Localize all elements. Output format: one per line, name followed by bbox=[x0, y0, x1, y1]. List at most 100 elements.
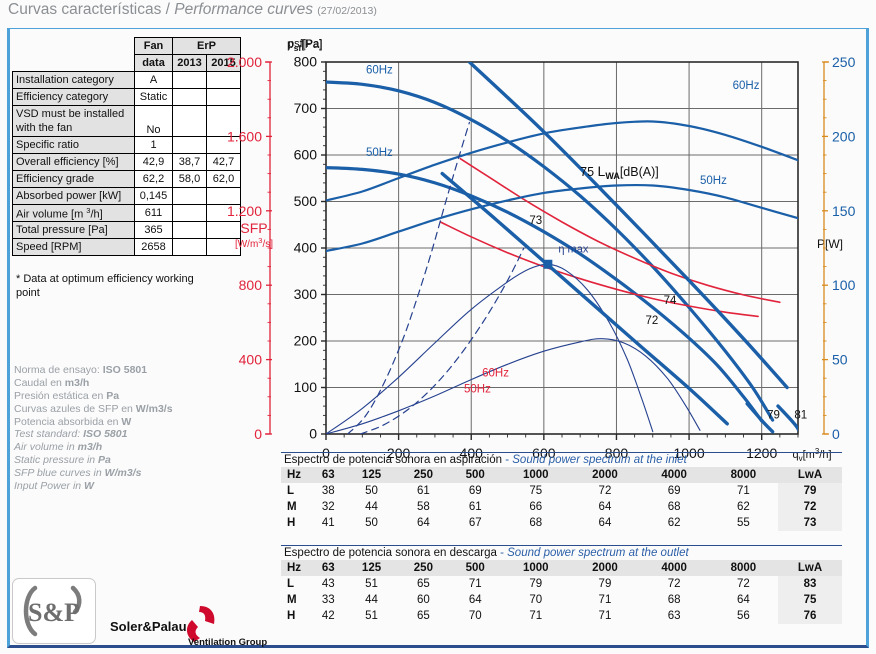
sound-cell: 55 bbox=[708, 515, 778, 531]
spec-header-fandata-line1: Fan bbox=[134, 37, 173, 55]
spec-row-erp-value bbox=[206, 187, 241, 205]
sound-cell: 43 bbox=[311, 576, 346, 592]
sound-cell: 61 bbox=[449, 499, 502, 515]
spec-row-label: Specific ratio bbox=[12, 136, 135, 154]
spec-row-erp-value bbox=[206, 71, 241, 89]
spec-row-fan-value: A bbox=[134, 71, 173, 89]
sound-outlet-body: L 43 51 65 71 79 79 72 72 83 M 33 44 60 64 70 71 68 64 75 H 4… bbox=[281, 576, 842, 624]
ventilation-swirl-icon bbox=[186, 606, 215, 642]
sound-cell: 56 bbox=[708, 608, 778, 624]
spec-header-fandata-line2: data bbox=[134, 54, 173, 72]
sound-col-header: LwA bbox=[778, 560, 842, 576]
legend-en-line5: Input Power in W bbox=[14, 480, 94, 492]
sound-cell: 69 bbox=[639, 483, 709, 499]
optimum-point-footnote: * Data at optimum efficiency working poi… bbox=[16, 273, 194, 299]
sound-cell: 58 bbox=[397, 499, 450, 515]
sound-col-header: 250 bbox=[397, 560, 450, 576]
spec-row-erp-value bbox=[206, 88, 241, 106]
spec-row-erp-value bbox=[172, 187, 207, 205]
sound-col-header: 250 bbox=[397, 467, 450, 483]
sound-lwa-cell: 72 bbox=[778, 499, 842, 515]
sound-col-header: 500 bbox=[449, 467, 502, 483]
legend-es-line3: Presión estática en Pa bbox=[14, 390, 120, 402]
sound-col-header: 1000 bbox=[501, 560, 571, 576]
sound-lwa-cell: 83 bbox=[778, 576, 842, 592]
sound-cell: 32 bbox=[311, 499, 346, 515]
sound-cell: 64 bbox=[449, 592, 502, 608]
sound-cell: 33 bbox=[311, 592, 346, 608]
sound-outlet-title: Espectro de potencia sonora en descarga … bbox=[281, 545, 842, 560]
sound-cell: 79 bbox=[501, 576, 571, 592]
legend-es-line1: Norma de ensayo: ISO 5801 bbox=[14, 364, 148, 376]
sound-inlet-table: Hz 63 125 250 500 1000 2000 4000 8000 LwA L 38 50 61… bbox=[281, 467, 842, 531]
table-row: H 42 51 65 70 71 71 63 56 76 bbox=[281, 608, 842, 624]
spec-row: VSD must be installed with the fan No bbox=[12, 105, 241, 137]
sound-cell: 72 bbox=[708, 576, 778, 592]
spec-row: Installation category A bbox=[12, 71, 241, 89]
legend-en-line1: Test standard: ISO 5801 bbox=[14, 428, 128, 440]
spec-row-erp-value: 38,7 bbox=[172, 153, 207, 171]
sound-cell: 51 bbox=[345, 608, 398, 624]
sound-col-header: LwA bbox=[778, 467, 842, 483]
sound-row-label: L bbox=[287, 485, 295, 497]
sound-cell: 65 bbox=[397, 608, 450, 624]
sound-cell: 66 bbox=[501, 499, 571, 515]
sound-cell: 64 bbox=[570, 515, 640, 531]
sound-cell: 70 bbox=[501, 592, 571, 608]
spec-row-label: Total pressure [Pa] bbox=[12, 221, 135, 239]
title-english: Performance curves bbox=[174, 1, 313, 18]
sound-spectrum-outlet: Espectro de potencia sonora en descarga … bbox=[281, 545, 842, 624]
spec-header-erp-2015: 2015 bbox=[206, 54, 241, 72]
sound-cell: 51 bbox=[345, 576, 398, 592]
legend-es-line5: Potencia absorbida en W bbox=[14, 416, 132, 428]
spec-row: Total pressure [Pa] 365 bbox=[12, 221, 241, 239]
sound-cell: 42 bbox=[311, 608, 346, 624]
legend-es-line4: Curvas azules de SFP en W/m3/s bbox=[14, 403, 173, 415]
spec-row-fan-value: No bbox=[134, 105, 173, 137]
sound-row-label: L bbox=[287, 578, 295, 590]
sound-col-header: 4000 bbox=[639, 560, 709, 576]
spec-header-blank bbox=[13, 38, 135, 55]
spec-row-label: Speed [RPM] bbox=[12, 238, 135, 256]
table-row: M 33 44 60 64 70 71 68 64 75 bbox=[281, 592, 842, 608]
spec-row-erp-value bbox=[172, 204, 207, 222]
spec-row-erp-value bbox=[206, 105, 241, 137]
sound-cell: 64 bbox=[570, 499, 640, 515]
sound-cell: 71 bbox=[449, 576, 502, 592]
page-title: Curvas características / Performance cur… bbox=[8, 1, 377, 19]
spec-row: Speed [RPM] 2658 bbox=[12, 238, 241, 256]
legend-spanish: Norma de ensayo: ISO 5801 Caudal en m3/h… bbox=[14, 364, 173, 429]
spec-row-erp-value: 62,0 bbox=[206, 170, 241, 188]
sound-col-header: 2000 bbox=[570, 560, 640, 576]
spec-row-label: Absorbed power [kW] bbox=[12, 187, 135, 205]
sound-spectrum-inlet: Espectro de potencia sonora en aspiració… bbox=[281, 452, 842, 531]
sound-cell: 79 bbox=[570, 576, 640, 592]
spec-row-label: Efficiency category bbox=[12, 88, 135, 106]
title-date: (27/02/2013) bbox=[317, 5, 377, 17]
sound-cell: 72 bbox=[639, 576, 709, 592]
sound-cell: 71 bbox=[570, 592, 640, 608]
spec-row-erp-value bbox=[206, 136, 241, 154]
spec-row-label: Installation category bbox=[12, 71, 135, 89]
sound-col-header: 8000 bbox=[708, 560, 778, 576]
sound-cell: 71 bbox=[708, 483, 778, 499]
sound-col-header: Hz bbox=[281, 467, 311, 483]
spec-table-body: Installation category A Efficiency categor… bbox=[12, 71, 241, 256]
sound-cell: 38 bbox=[311, 483, 346, 499]
sound-cell: 44 bbox=[345, 499, 398, 515]
spec-row-erp-value bbox=[206, 238, 241, 256]
spec-row-erp-value: 58,0 bbox=[172, 170, 207, 188]
sound-outlet-table: Hz 63 125 250 500 1000 2000 4000 8000 LwA L 43 51 65… bbox=[281, 560, 842, 624]
sound-col-header: 500 bbox=[449, 560, 502, 576]
spec-row-label: Air volume [m 3/h] bbox=[12, 204, 135, 222]
svg-text:S&P: S&P bbox=[28, 598, 80, 627]
spec-row-fan-value: 1 bbox=[134, 136, 173, 154]
spec-row: Absorbed power [kW] 0,145 bbox=[12, 187, 241, 205]
spec-row-fan-value: 611 bbox=[134, 204, 173, 222]
sound-inlet-body: L 38 50 61 69 75 72 69 71 79 M 32 44 58 61 66 64 68 62 72 H 4… bbox=[281, 483, 842, 531]
sound-col-header: 125 bbox=[345, 560, 398, 576]
spec-row-fan-value: 2658 bbox=[134, 238, 173, 256]
spec-row-label: Efficiency grade bbox=[12, 170, 135, 188]
sound-cell: 44 bbox=[345, 592, 398, 608]
sound-lwa-cell: 79 bbox=[778, 483, 842, 499]
